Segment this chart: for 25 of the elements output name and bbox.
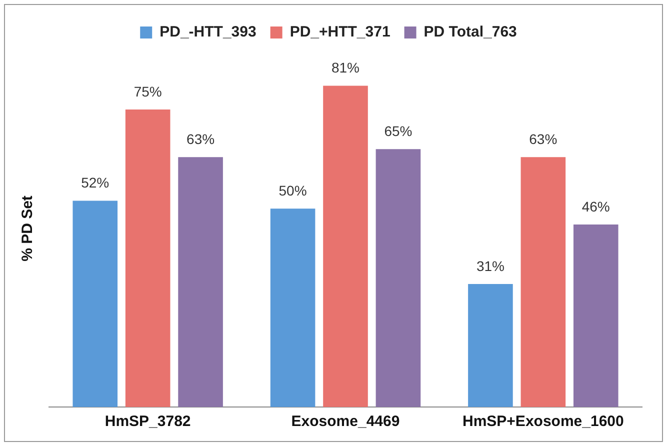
- data-label: 50%: [278, 182, 307, 199]
- bar: [72, 200, 118, 407]
- x-tick-label: Exosome_4469: [291, 413, 400, 430]
- bar: [125, 110, 170, 407]
- legend-label: PD_+HTT_371: [290, 24, 390, 41]
- bar: [573, 224, 618, 407]
- data-label: 81%: [331, 60, 360, 76]
- bar: [323, 86, 368, 407]
- data-label: 31%: [476, 258, 504, 274]
- legend-label: PD_-HTT_393: [160, 24, 256, 41]
- data-label: 63%: [529, 130, 558, 147]
- data-label: 52%: [81, 174, 110, 191]
- legend-label: PD Total_763: [424, 24, 517, 41]
- data-label: 46%: [582, 198, 610, 214]
- data-label: 75%: [134, 83, 162, 100]
- bar: [468, 284, 513, 407]
- bar: [520, 157, 566, 407]
- bar: [178, 157, 223, 407]
- data-label: 63%: [186, 130, 215, 147]
- x-tick-label: HmSP_3782: [104, 413, 191, 430]
- x-tick-label: HmSP+Exosome_1600: [462, 413, 624, 430]
- bar: [270, 208, 316, 407]
- y-axis-title: % PD Set: [19, 196, 36, 262]
- bar: [376, 149, 421, 407]
- data-label: 65%: [384, 123, 412, 140]
